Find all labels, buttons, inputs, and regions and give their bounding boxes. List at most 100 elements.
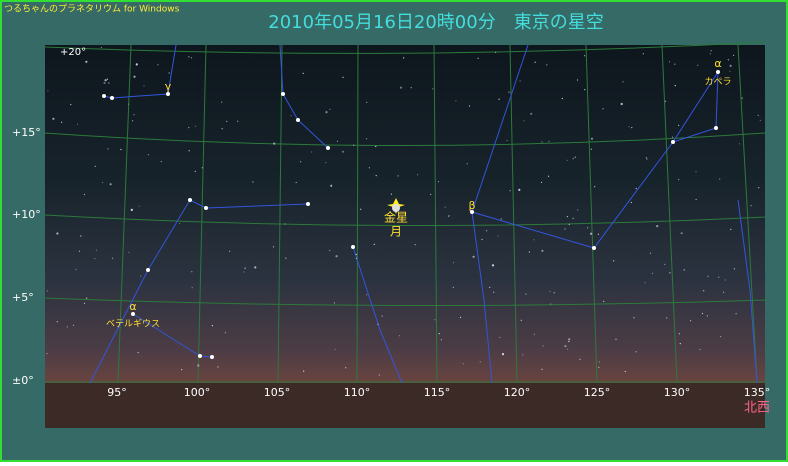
star [410,87,412,89]
azimuth-line [509,44,518,383]
star [564,228,566,230]
app-title: つるちゃんのプラネタリウム for Windows [4,4,180,15]
star [710,50,712,52]
star [584,55,586,57]
star [355,253,357,255]
star [414,244,416,246]
star [181,369,183,371]
star [724,279,726,281]
star [188,127,190,129]
star [735,313,737,315]
star [528,251,531,253]
star [66,326,68,328]
star [403,57,405,59]
azimuth-line [737,44,758,383]
star [325,162,327,164]
star [100,46,102,49]
star [221,101,223,103]
bright-star [306,202,310,206]
altitude-line [44,41,766,54]
star [602,108,604,110]
star [128,251,130,253]
star [85,60,88,63]
star [564,345,567,348]
star [46,353,48,355]
bright-star [714,126,718,130]
star [678,179,680,181]
star [197,364,200,367]
star [646,158,648,160]
header-title: 2010年05月16日20時00分 東京の星空 [268,12,603,33]
star [111,257,114,259]
star [497,235,499,237]
stars [46,46,761,376]
star [733,268,736,270]
star [452,286,454,288]
star [750,205,752,207]
star [120,148,122,151]
star [501,353,505,356]
star [104,79,107,82]
star [160,160,162,163]
star [651,272,654,274]
star [730,228,732,230]
star [300,161,302,163]
star [498,98,500,100]
star [489,286,491,288]
star [723,291,725,293]
bright-star [281,92,285,96]
star [468,105,470,107]
star [452,262,455,264]
star [584,89,586,91]
star [719,178,721,180]
star [546,64,548,66]
object-name: 金星 [384,210,408,225]
star [486,230,488,232]
star [628,126,630,128]
star [567,348,569,350]
star [302,72,304,74]
star [462,363,464,365]
star [615,338,617,340]
direction-label: 北西 [744,401,770,416]
bright-star [102,94,106,98]
star [86,297,88,299]
star [252,181,254,183]
star [133,114,135,116]
ground [45,383,765,428]
star [194,170,196,172]
star [237,120,239,122]
sky [45,45,765,383]
star [366,138,368,140]
star [360,208,362,210]
star [706,315,709,317]
star [72,324,75,326]
star [138,205,140,207]
azimuth-line [585,44,598,383]
star [493,291,495,293]
star [668,61,671,63]
constellation-line [737,199,758,384]
star [430,193,432,196]
azimuth-label: 130° [664,386,691,399]
star [568,223,570,225]
azimuth-label: 120° [504,386,531,399]
star [697,64,699,66]
star [701,312,704,315]
star [46,290,48,292]
star [342,76,344,78]
star [437,181,440,183]
star [397,175,399,177]
star [642,53,644,55]
star [381,315,383,317]
star [613,260,615,262]
star [495,51,497,53]
star [598,361,600,363]
object-name: カペラ [704,77,731,88]
bright-star [198,354,202,358]
star [188,56,190,58]
star [576,79,579,81]
azimuth-line [356,44,359,383]
star [590,232,593,235]
